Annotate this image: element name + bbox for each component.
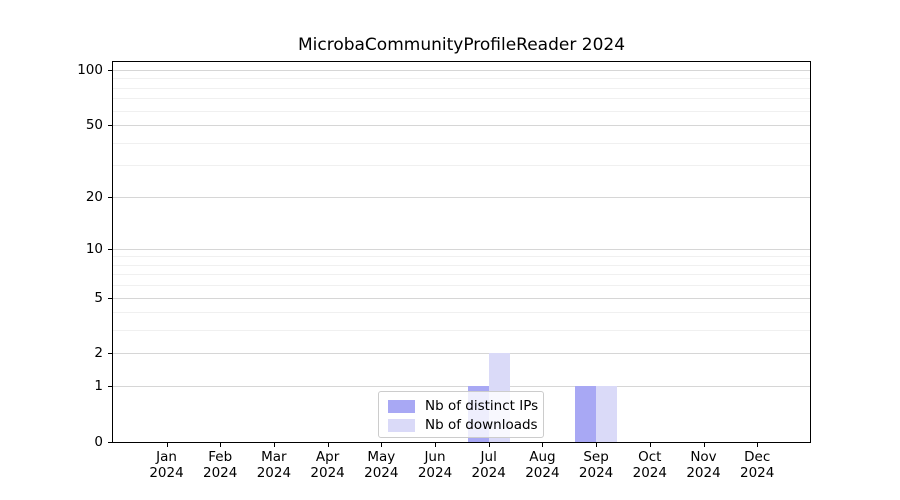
ytick-mark-20 — [108, 196, 112, 198]
minor-gridline-9 — [113, 256, 810, 258]
xtick-year-may: 2024 — [364, 465, 399, 481]
xtick-month-nov: Nov — [690, 449, 717, 465]
xtick-label-nov: Nov 2024 — [672, 449, 736, 481]
xtick-label-sep: Sep 2024 — [564, 449, 628, 481]
xtick-month-jan: Jan — [156, 449, 177, 465]
xtick-month-apr: Apr — [315, 449, 340, 465]
xtick-label-apr: Apr 2024 — [296, 449, 360, 481]
xtick-month-feb: Feb — [208, 449, 233, 465]
ytick-label-0: 0 — [94, 434, 103, 450]
xtick-year-jun: 2024 — [417, 465, 453, 481]
minor-gridline-7 — [113, 274, 810, 276]
xtick-label-jun: Jun 2024 — [403, 449, 467, 481]
ytick-label-1: 1 — [94, 378, 103, 395]
minor-gridline-40 — [113, 142, 810, 144]
xtick-mark-feb — [220, 443, 222, 447]
xtick-mark-mar — [273, 443, 275, 447]
xtick-mark-dec — [757, 443, 759, 447]
xtick-month-jun: Jun — [424, 449, 446, 465]
xtick-label-mar: Mar 2024 — [242, 449, 306, 481]
xtick-mark-jul — [488, 443, 490, 447]
xtick-year-oct: 2024 — [632, 465, 667, 481]
legend-label-distinct-ips: Nb of distinct IPs — [425, 398, 539, 414]
xtick-year-aug: 2024 — [525, 465, 560, 481]
ytick-label-2: 2 — [94, 345, 103, 362]
minor-gridline-30 — [113, 165, 810, 167]
ytick-mark-2 — [108, 353, 112, 355]
bar-sep-downloads — [596, 386, 618, 442]
xtick-mark-nov — [703, 443, 705, 447]
legend-item-distinct-ips: Nb of distinct IPs — [388, 397, 538, 415]
xtick-label-oct: Oct 2024 — [618, 449, 682, 481]
ytick-mark-0 — [108, 442, 112, 443]
minor-gridline-60 — [113, 110, 810, 112]
legend-label-downloads: Nb of downloads — [425, 417, 538, 433]
xtick-year-jan: 2024 — [149, 465, 184, 481]
xtick-month-may: May — [367, 449, 396, 465]
xtick-year-apr: 2024 — [310, 465, 345, 481]
xtick-mark-oct — [649, 443, 651, 447]
major-gridline-10 — [113, 248, 810, 250]
major-gridline-50 — [113, 125, 810, 126]
xtick-mark-apr — [327, 443, 329, 447]
xtick-year-jul: 2024 — [471, 465, 506, 481]
xtick-year-mar: 2024 — [256, 465, 292, 481]
xtick-mark-aug — [542, 443, 544, 447]
xtick-mark-jun — [435, 443, 436, 447]
minor-gridline-70 — [113, 98, 810, 100]
xtick-mark-sep — [596, 443, 598, 447]
xtick-year-feb: 2024 — [203, 465, 238, 481]
ytick-label-50: 50 — [85, 117, 103, 133]
xtick-label-aug: Aug 2024 — [510, 449, 574, 481]
xtick-year-nov: 2024 — [686, 465, 721, 481]
xtick-month-oct: Oct — [638, 449, 662, 465]
xtick-label-jul: Jul 2024 — [457, 449, 521, 481]
major-gridline-100 — [113, 69, 810, 71]
chart-title: MicrobaCommunityProfileReader 2024 — [297, 35, 626, 55]
ytick-mark-10 — [108, 248, 112, 250]
xtick-year-sep: 2024 — [578, 465, 614, 481]
xtick-mark-may — [381, 443, 383, 447]
xtick-month-mar: Mar — [261, 449, 287, 465]
ytick-mark-100 — [108, 69, 112, 71]
ytick-mark-5 — [108, 297, 112, 299]
xtick-month-dec: Dec — [744, 449, 771, 465]
legend-item-downloads: Nb of downloads — [388, 416, 538, 434]
ytick-label-10: 10 — [85, 240, 103, 257]
minor-gridline-90 — [113, 78, 810, 80]
xtick-month-aug: Aug — [529, 449, 556, 465]
major-gridline-1 — [113, 386, 810, 388]
plot-area: Nb of distinct IPs Nb of downloads — [112, 61, 811, 443]
xtick-month-jul: Jul — [480, 449, 497, 465]
xtick-label-dec: Dec 2024 — [725, 449, 789, 481]
minor-gridline-6 — [113, 285, 810, 287]
minor-gridline-8 — [113, 264, 810, 266]
minor-gridline-3 — [113, 330, 810, 332]
ytick-label-5: 5 — [94, 289, 103, 306]
ytick-mark-50 — [108, 125, 112, 126]
xtick-label-jan: Jan 2024 — [135, 449, 199, 481]
ytick-label-100: 100 — [77, 61, 103, 78]
xtick-label-feb: Feb 2024 — [188, 449, 252, 481]
xtick-year-dec: 2024 — [740, 465, 775, 481]
xtick-label-may: May 2024 — [349, 449, 413, 481]
bar-sep-distinct-ips — [575, 386, 597, 442]
ytick-mark-1 — [108, 386, 112, 388]
xtick-mark-jan — [166, 443, 168, 447]
legend-swatch-distinct-ips-icon — [388, 399, 415, 413]
xtick-month-sep: Sep — [583, 449, 609, 465]
legend: Nb of distinct IPs Nb of downloads — [378, 391, 544, 438]
ytick-label-20: 20 — [85, 188, 103, 205]
minor-gridline-80 — [113, 87, 810, 89]
legend-swatch-downloads-icon — [388, 418, 415, 432]
major-gridline-20 — [113, 196, 810, 198]
major-gridline-2 — [113, 353, 810, 355]
minor-gridline-4 — [113, 312, 810, 314]
major-gridline-5 — [113, 297, 810, 299]
